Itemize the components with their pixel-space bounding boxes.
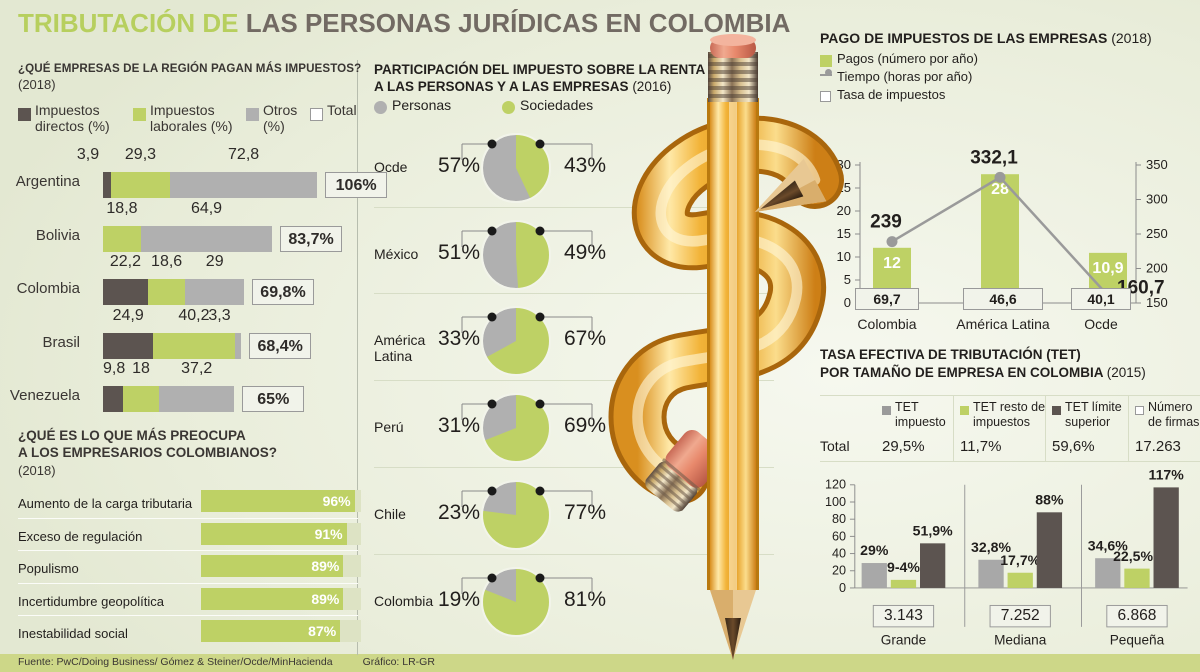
svg-text:332,1: 332,1 xyxy=(970,147,1018,168)
svg-text:Pequeña: Pequeña xyxy=(1110,632,1165,647)
svg-text:Mediana: Mediana xyxy=(994,632,1047,647)
svg-text:17,7%: 17,7% xyxy=(1000,552,1040,568)
svg-text:9-4%: 9-4% xyxy=(887,559,920,575)
svg-text:Grande: Grande xyxy=(881,632,926,647)
svg-text:250: 250 xyxy=(1146,226,1168,241)
svg-text:117%: 117% xyxy=(1149,467,1185,483)
svg-text:51,9%: 51,9% xyxy=(913,523,953,539)
svg-text:200: 200 xyxy=(1146,261,1168,276)
svg-text:22,5%: 22,5% xyxy=(1113,548,1153,564)
svg-text:6.868: 6.868 xyxy=(1118,607,1157,624)
svg-text:7.252: 7.252 xyxy=(1001,607,1040,624)
svg-text:12: 12 xyxy=(883,255,901,272)
svg-text:88%: 88% xyxy=(1035,492,1064,508)
svg-text:3.143: 3.143 xyxy=(884,607,923,624)
svg-text:300: 300 xyxy=(1146,192,1168,207)
svg-text:10,9: 10,9 xyxy=(1092,260,1123,277)
svg-text:350: 350 xyxy=(1146,157,1168,172)
